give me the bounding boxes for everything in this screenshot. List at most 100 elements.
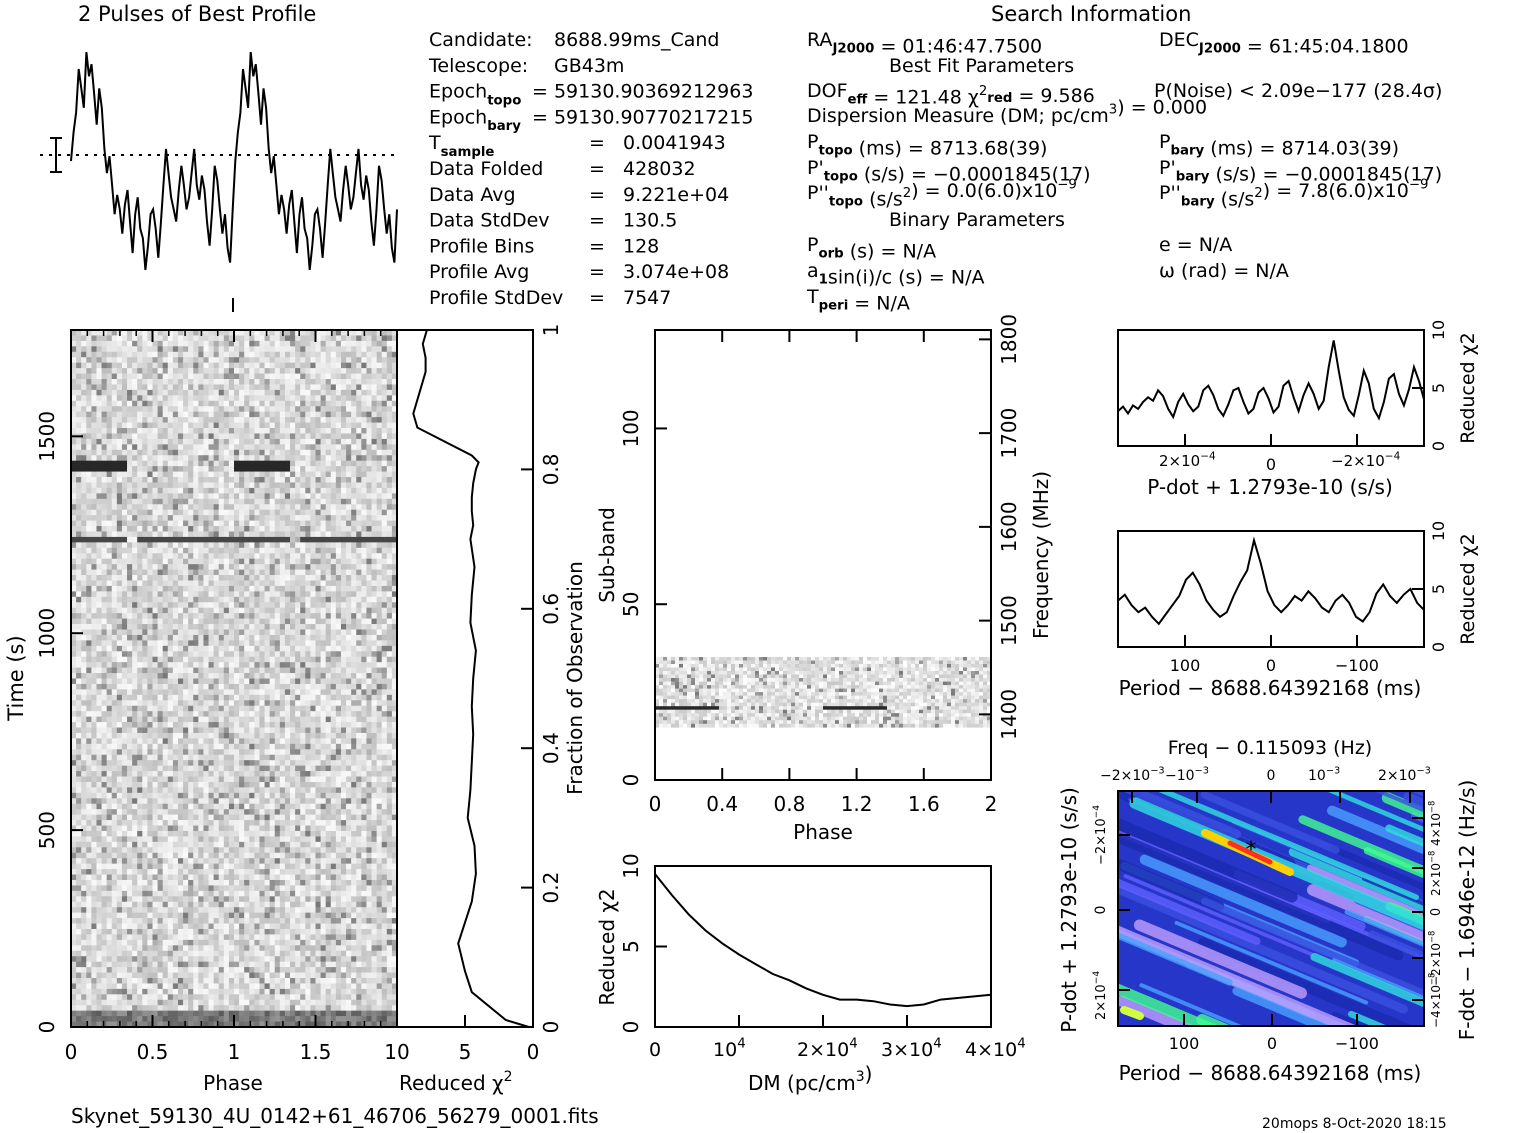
time-phase-cell (106, 694, 113, 701)
time-phase-cell (172, 542, 179, 549)
time-phase-cell (208, 738, 215, 745)
time-phase-cell (356, 629, 362, 636)
time-phase-cell (137, 444, 143, 451)
time-phase-cell (203, 444, 209, 451)
time-phase-cell (203, 520, 209, 527)
time-phase-cell (106, 618, 113, 625)
time-phase-cell (132, 629, 138, 636)
time-phase-cell (172, 493, 179, 500)
time-phase-cell (264, 585, 271, 592)
time-phase-cell (142, 716, 148, 723)
time-phase-cell (137, 738, 143, 745)
time-phase-cell (325, 520, 332, 527)
time-phase-cell (330, 705, 337, 712)
time-phase-cell (116, 395, 123, 402)
time-phase-cell (147, 411, 153, 418)
time-phase-cell (310, 466, 316, 472)
time-phase-cell (249, 531, 255, 538)
time-phase-cell (172, 547, 179, 554)
time-phase-cell (284, 417, 291, 423)
time-phase-cell (76, 553, 82, 560)
time-phase-cell (376, 520, 383, 527)
time-phase-cell (193, 433, 199, 440)
time-phase-cell (259, 613, 265, 620)
time-phase-cell (106, 351, 113, 358)
time-phase-cell (71, 613, 77, 620)
time-phase-cell (218, 738, 225, 745)
time-phase-cell (198, 368, 204, 374)
time-phase-cell (228, 482, 235, 489)
time-phase-cell (81, 673, 87, 679)
time-phase-cell (269, 547, 276, 554)
time-phase-cell (76, 340, 82, 347)
time-phase-cell (310, 357, 316, 364)
time-phase-cell (346, 667, 352, 674)
time-phase-cell (249, 542, 255, 549)
time-phase-cell (391, 531, 397, 538)
time-phase-cell (279, 645, 286, 652)
time-phase-cell (188, 509, 194, 516)
time-phase-cell (96, 711, 102, 718)
time-phase-cell (71, 509, 77, 516)
time-phase-cell (218, 596, 225, 603)
time-phase-cell (254, 384, 260, 391)
time-phase-cell (279, 732, 286, 739)
time-phase-cell (335, 477, 342, 483)
time-phase-cell (335, 466, 342, 472)
time-phase-cell (167, 504, 174, 511)
time-phase-cell (259, 547, 265, 554)
time-phase-cell (366, 743, 372, 750)
time-phase-cell (208, 438, 215, 445)
time-phase-cell (269, 689, 276, 696)
time-phase-cell (346, 575, 352, 581)
time-phase-cell (381, 732, 388, 739)
time-phase-cell (371, 384, 378, 391)
time-phase-cell (193, 651, 199, 658)
time-phase-cell (264, 504, 271, 511)
time-phase-cell (218, 711, 225, 718)
time-phase-cell (172, 645, 179, 652)
time-phase-cell (371, 667, 378, 674)
time-phase-cell (284, 536, 291, 543)
time-phase-cell (300, 515, 306, 521)
time-phase-cell (346, 722, 352, 728)
time-phase-cell (386, 357, 393, 364)
time-phase-cell (91, 596, 97, 603)
time-phase-cell (264, 482, 271, 489)
time-phase-cell (218, 569, 225, 576)
time-phase-cell (340, 542, 347, 549)
time-phase-cell (223, 536, 230, 543)
time-phase-cell (172, 498, 179, 505)
time-phase-cell (137, 346, 143, 353)
time-phase-cell (177, 678, 184, 685)
time-phase-cell (81, 520, 87, 527)
time-phase-cell (132, 624, 138, 630)
time-phase-cell (127, 705, 133, 712)
time-phase-cell (371, 716, 378, 723)
time-phase-cell (330, 526, 337, 532)
time-phase-cell (356, 667, 362, 674)
time-phase-cell (116, 351, 123, 358)
time-phase-cell (177, 444, 184, 451)
time-phase-cell (376, 673, 383, 679)
time-phase-cell (223, 580, 230, 587)
time-phase-cell (234, 389, 240, 396)
time-phase-cell (234, 520, 240, 527)
time-phase-cell (391, 384, 397, 391)
time-phase-cell (101, 683, 108, 690)
time-phase-cell (111, 411, 118, 418)
time-phase-cell (127, 667, 133, 674)
time-phase-cell (193, 362, 199, 369)
time-phase-cell (325, 640, 332, 647)
time-phase-cell (121, 444, 128, 451)
time-phase-cell (330, 509, 337, 516)
time-phase-cell (142, 455, 148, 462)
time-phase-cell (381, 607, 388, 614)
time-phase-cell (193, 585, 199, 592)
time-phase-cell (208, 694, 215, 701)
time-phase-cell (193, 575, 199, 581)
time-phase-cell (371, 711, 378, 718)
time-phase-cell (244, 330, 250, 336)
time-phase-cell (111, 585, 118, 592)
time-phase-cell (162, 482, 169, 489)
